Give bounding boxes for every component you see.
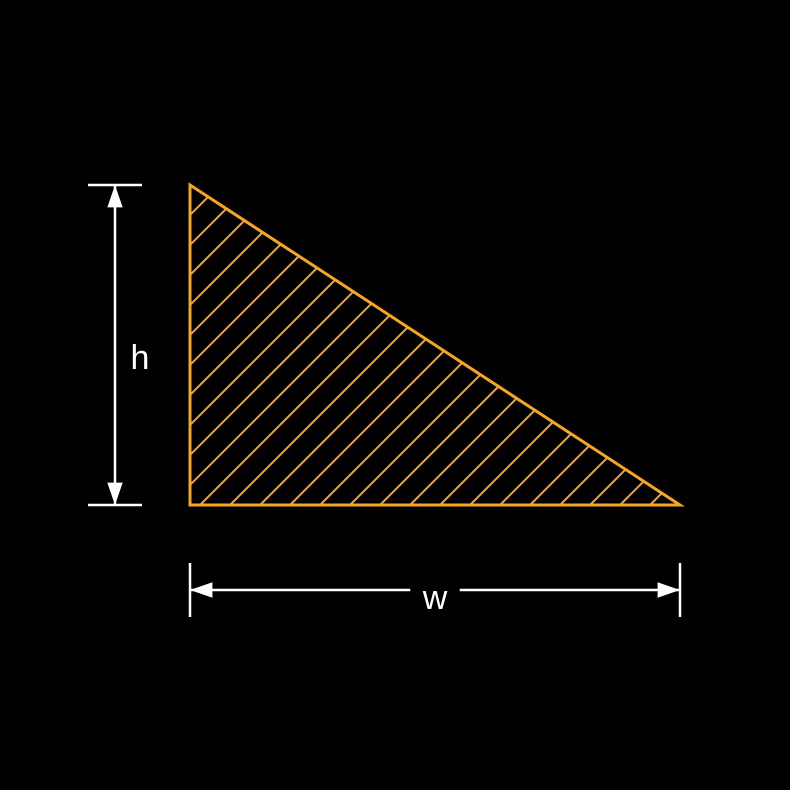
diagram-canvas: h w: [0, 0, 790, 790]
dimension-vertical-label: h: [131, 339, 150, 377]
hatch-fill: [0, 0, 790, 790]
dimension-vertical-label-group: h: [119, 335, 162, 384]
triangle-outline: [190, 185, 680, 505]
dimension-horizontal-label: w: [422, 579, 448, 617]
dimension-horizontal-label-group: w: [410, 575, 459, 624]
